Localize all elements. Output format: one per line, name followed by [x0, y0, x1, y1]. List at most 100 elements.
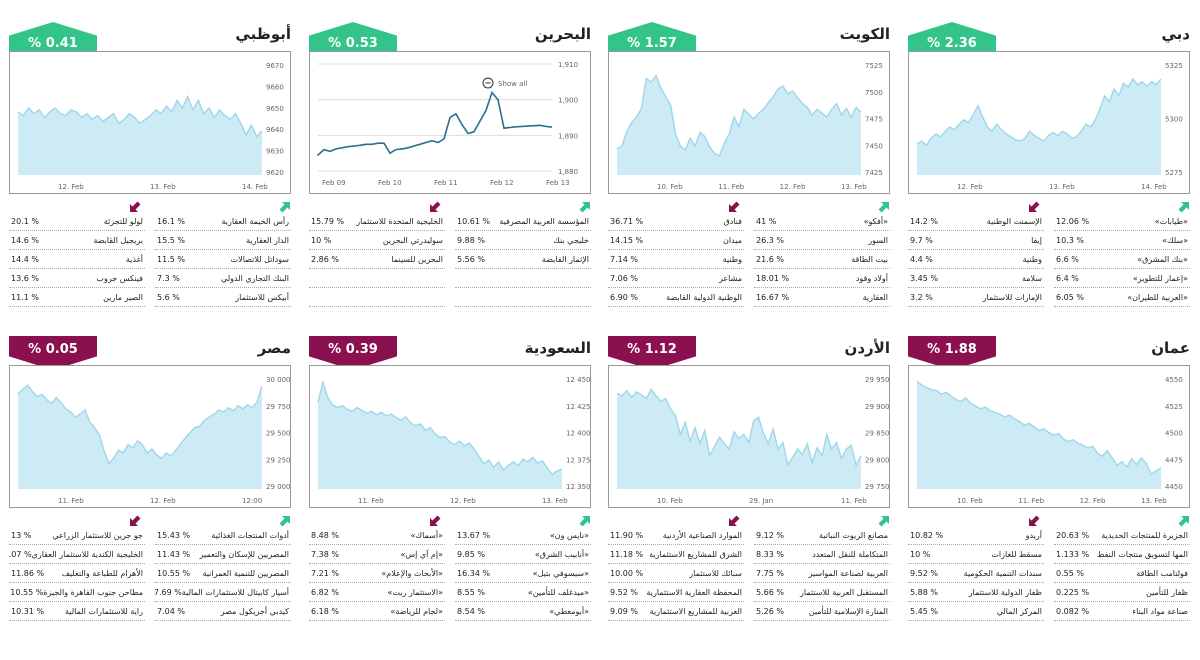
x-tick-label: Feb 13	[546, 179, 570, 187]
stock-name: الشرق للمشاريع الاستثمارية	[649, 549, 742, 559]
stock-name: أولاد وقود	[855, 273, 888, 283]
stock-name: الخليجية الكندية للاستثمار العقاري	[31, 549, 143, 559]
stock-row: سلامة 3.45 %	[908, 269, 1044, 288]
stock-name: الإثمار القابضة	[541, 254, 589, 264]
gainers-list: الجزيرة للمنتجات الحديدية 20.63 % المها لت…	[1054, 526, 1190, 621]
y-tick-label: 7450	[865, 142, 883, 150]
gainers-list: رأس الخيمة العقارية 16.1 % الدار العقارية 1…	[155, 212, 291, 307]
series-area	[917, 79, 1161, 175]
stock-name: «الاستثمار ريت»	[387, 587, 443, 597]
stock-name: المصريين للإسكان والتعمير	[199, 549, 289, 559]
stock-change: 14.4 %	[11, 254, 39, 264]
stock-name: سوليدرتي البحرين	[382, 235, 443, 245]
stock-change: 9.12 %	[756, 530, 784, 540]
series-line	[17, 94, 263, 138]
y-tick-label: 12 425	[566, 403, 591, 411]
stock-name: بريجيل القابضة	[93, 235, 143, 245]
stock-row: مشاعر 7.06 %	[608, 269, 744, 288]
arrow-down-left-icon	[130, 515, 141, 526]
x-tick-label: Feb 11	[434, 179, 458, 187]
data-point	[461, 123, 463, 126]
stock-change: 15.43 %	[157, 530, 191, 540]
stock-row: بيت الطاقة 21.6 %	[754, 250, 890, 269]
stock-name: فينكس جروب	[96, 273, 143, 283]
stock-name: المحفظة العقارية الاستثمارية	[646, 587, 742, 597]
stock-name: إيفا	[1031, 235, 1042, 245]
series-area	[318, 382, 562, 489]
stock-row: «بنك المشرق» 6.6 %	[1054, 250, 1190, 269]
stock-name: «أبومعطي»	[549, 606, 589, 616]
stock-row: مسقط للغازات 10 %	[908, 545, 1044, 564]
stock-name: بيت الطاقة	[851, 254, 888, 264]
stock-change: 6.4 %	[1056, 273, 1079, 283]
stock-change: 9.52 %	[910, 568, 938, 578]
stock-change: 8.54 %	[457, 606, 485, 616]
stock-row: وطنية 7.14 %	[608, 250, 744, 269]
stock-row: المتكاملة للنقل المتعدد 8.33 %	[754, 545, 890, 564]
stock-row: راية للاستثمارات المالية 10.31 %	[9, 602, 145, 621]
arrow-up-right-icon	[1178, 202, 1189, 213]
series-line	[616, 74, 862, 157]
stock-name: الموارد الصناعية الأردنية	[662, 530, 742, 540]
stock-name: فولتامب الطاقة	[1136, 568, 1188, 578]
stock-change: 11.1 %	[11, 292, 39, 302]
stock-name: المؤسسة العربية المصرفية	[499, 216, 589, 226]
stock-name: الصير مارين	[103, 292, 143, 302]
index-chart: 4550 4525 4500 4475 4450 10. Feb 11. Feb 12. Fe…	[908, 365, 1190, 508]
stock-change: 10.55 %	[10, 587, 44, 597]
chart-svg: 1,910 1,900 1,890 1,880 Feb 09 Feb 10 Feb 11 Fe…	[317, 61, 578, 187]
stock-change: 6.82 %	[311, 587, 339, 597]
stock-row: سوداتل للاتصالات 11.5 %	[155, 250, 291, 269]
gainers-indicator	[579, 512, 591, 527]
stock-change: 16.1 %	[157, 216, 185, 226]
stock-name: أسيار كابيتال للاستثمارات المالية	[181, 587, 289, 597]
x-tick-label: 12. Feb	[957, 183, 983, 191]
y-tick-label: 29 800	[865, 456, 890, 464]
stock-row: سوليدرتي البحرين 10 %	[309, 231, 445, 250]
stock-change: 6.90 %	[610, 292, 638, 302]
stock-row	[309, 288, 445, 307]
y-tick-label: 4525	[1165, 403, 1183, 411]
stock-name: ظفار الدولية للاستثمار	[968, 587, 1042, 597]
stock-row: المستقبل العربية للاستثمار 5.66 %	[754, 583, 890, 602]
stock-row: المصريين للإسكان والتعمير 11.43 %	[155, 545, 291, 564]
show-all-button[interactable]: Show all	[482, 77, 527, 89]
stock-change: 5.66 %	[756, 587, 784, 597]
gainers-indicator	[279, 512, 291, 527]
stock-change: 0.55 %	[1056, 568, 1084, 578]
stock-change: 8.55 %	[457, 587, 485, 597]
chart-svg: 9670 9660 9650 9640 9630 9620 12. Feb 13. Feb 14…	[17, 62, 284, 191]
stock-name: «بنك المشرق»	[1137, 254, 1188, 264]
y-tick-label: 12 350	[566, 483, 591, 491]
stock-name: رأس الخيمة العقارية	[221, 216, 289, 226]
arrow-down-left-icon	[729, 201, 740, 212]
stock-change: 1.133 %	[1056, 549, 1090, 559]
y-tick-label: 4500	[1165, 430, 1183, 438]
stock-row: فولتامب الطاقة 0.55 %	[1054, 564, 1190, 583]
stock-name: مطاحن جنوب القاهرة والجيزة	[43, 587, 143, 597]
stock-change: 14.6 %	[11, 235, 39, 245]
x-tick-label: 14. Feb	[1141, 183, 1167, 191]
stock-change: 10.00 %	[610, 568, 644, 578]
arrow-down-left-icon	[729, 515, 740, 526]
gainers-indicator	[579, 198, 591, 213]
losers-list: الموارد الصناعية الأردنية 11.90 % الشرق لل…	[608, 526, 744, 621]
stock-row: وطنية 4.4 %	[908, 250, 1044, 269]
stock-name: السور	[868, 235, 888, 245]
stock-row: سبائك للاستثمار 10.00 %	[608, 564, 744, 583]
chart-svg: 5325 5300 5275 12. Feb 13. Feb 14. Feb	[916, 62, 1183, 191]
y-tick-label: 29 950	[865, 376, 890, 384]
market-panel: أبوظبي% 0.41 9670 9660 9650 9640 9630 9620 12. …	[9, 22, 291, 322]
stock-name: مصانع الزيوت النباتية	[818, 530, 888, 540]
stock-name: راية للاستثمارات المالية	[65, 606, 143, 616]
data-point	[425, 141, 427, 144]
stock-change: 6.05 %	[1056, 292, 1084, 302]
stock-row: سندات التنمية الحكومية 9.52 %	[908, 564, 1044, 583]
stock-row: الخليجية المتحدة للاستثمار 15.79 %	[309, 212, 445, 231]
y-tick-label: 1,910	[558, 61, 578, 69]
stock-change: 7.04 %	[157, 606, 185, 616]
y-tick-label: 29 250	[266, 456, 291, 464]
x-tick-label: 11. Feb	[58, 497, 84, 505]
stock-name: «ميدغلف للتأمين»	[527, 587, 589, 597]
stock-row: العقارية 16.67 %	[754, 288, 890, 307]
